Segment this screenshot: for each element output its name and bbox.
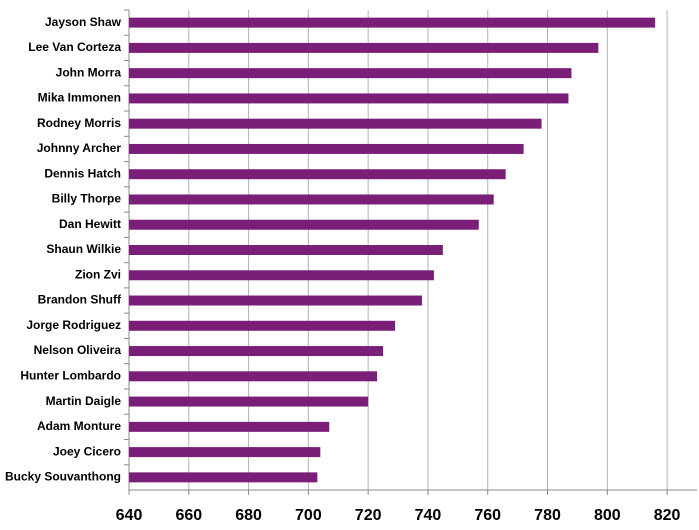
bar: [129, 371, 378, 382]
y-tick-label: Dan Hewitt: [59, 217, 121, 231]
x-tick-label: 760: [474, 507, 501, 524]
y-tick-label: Jayson Shaw: [45, 15, 122, 29]
y-tick-label: Brandon Shuff: [38, 293, 122, 307]
y-tick-label: Johnny Archer: [37, 141, 122, 155]
y-tick-label: Joey Cicero: [53, 444, 121, 458]
y-tick-label: Bucky Souvanthong: [5, 470, 121, 484]
y-tick-label: Shaun Wilkie: [46, 242, 121, 256]
y-tick-label: Lee Van Corteza: [28, 40, 121, 54]
y-tick-label: Zion Zvi: [75, 267, 121, 281]
bar: [129, 320, 396, 331]
bar: [129, 270, 434, 281]
y-tick-label: Adam Monture: [37, 419, 121, 433]
bar: [129, 93, 569, 104]
bar: [129, 447, 321, 458]
bar: [129, 118, 542, 129]
x-tick-label: 640: [116, 507, 143, 524]
bar: [129, 346, 384, 357]
bar: [129, 472, 318, 483]
y-tick-label: Martin Daigle: [46, 394, 122, 408]
bar: [129, 295, 422, 306]
y-tick-label: Dennis Hatch: [44, 166, 121, 180]
y-tick-label: Hunter Lombardo: [20, 368, 121, 382]
x-tick-label: 660: [175, 507, 202, 524]
y-tick-label: John Morra: [56, 65, 122, 79]
bar: [129, 17, 656, 28]
x-tick-label: 820: [654, 507, 681, 524]
x-tick-label: 720: [355, 507, 382, 524]
y-tick-label: Rodney Morris: [37, 116, 121, 130]
bar: [129, 143, 524, 154]
bar: [129, 68, 572, 79]
x-tick-label: 680: [235, 507, 262, 524]
bar: [129, 194, 494, 205]
bar: [129, 421, 330, 432]
x-tick-label: 700: [295, 507, 322, 524]
x-tick-label: 740: [415, 507, 442, 524]
bar: [129, 245, 443, 255]
bar: [129, 219, 479, 230]
bar: [129, 169, 506, 180]
bar: [129, 396, 369, 407]
x-tick-label: 800: [594, 507, 621, 524]
y-tick-label: Mika Immonen: [38, 91, 121, 105]
y-tick-label: Billy Thorpe: [52, 192, 122, 206]
y-tick-label: Jorge Rodriguez: [26, 318, 121, 332]
y-tick-label: Nelson Oliveira: [34, 343, 122, 357]
x-tick-label: 780: [534, 507, 561, 524]
bar: [129, 42, 599, 53]
